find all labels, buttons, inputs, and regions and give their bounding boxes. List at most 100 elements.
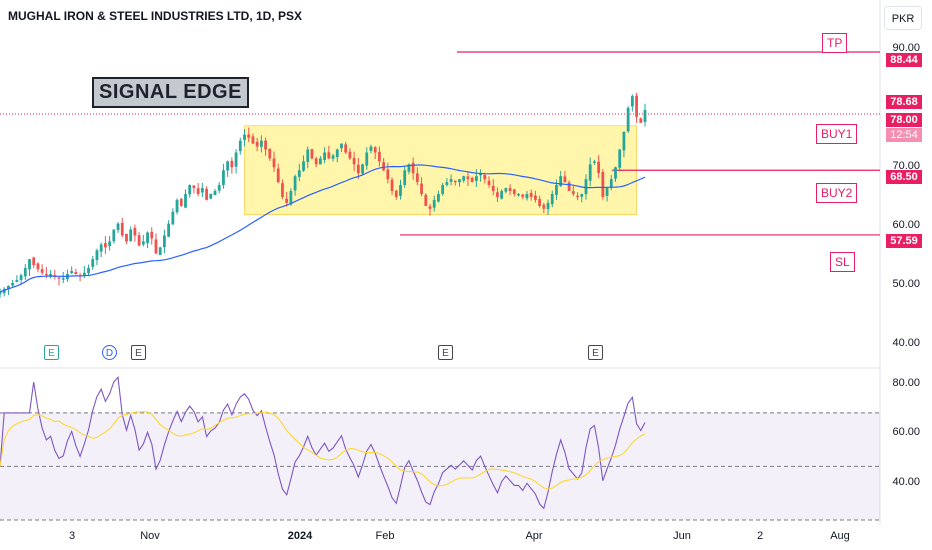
candle-body — [635, 95, 638, 117]
earnings-event-icon[interactable]: E — [588, 345, 603, 360]
rsi-y-tick: 40.00 — [892, 476, 920, 488]
candle-body — [521, 194, 525, 197]
candle-body — [264, 140, 267, 150]
rsi-line — [0, 376, 646, 510]
candle-body — [28, 259, 31, 270]
y-tick: 60.00 — [892, 219, 920, 231]
rsi-band-fill — [0, 412, 880, 520]
earnings-event-icon[interactable]: E — [438, 345, 453, 360]
candle-body — [382, 162, 386, 171]
candle-body — [297, 170, 301, 177]
buy2-label[interactable]: BUY2 — [816, 183, 858, 203]
tp-label[interactable]: TP — [822, 33, 848, 53]
candle-body — [146, 232, 149, 244]
candle-body — [179, 198, 183, 206]
y-tick: 50.00 — [892, 278, 920, 290]
candle-body — [559, 176, 563, 187]
candle-body — [293, 176, 297, 191]
candle-body — [310, 149, 314, 159]
candle-body — [49, 274, 52, 277]
candle-body — [276, 168, 280, 183]
candle-body — [462, 176, 466, 181]
candle-body — [272, 158, 276, 168]
candle-body — [32, 257, 36, 266]
candle-body — [91, 259, 95, 267]
candle-body — [356, 164, 360, 174]
candle-body — [369, 146, 373, 151]
candle-body — [251, 136, 255, 144]
x-tick: Nov — [140, 530, 160, 542]
candle-body — [335, 149, 339, 158]
candle-body — [268, 148, 272, 159]
candle-body — [571, 191, 575, 194]
candle-body — [167, 223, 171, 237]
candle-body — [605, 188, 609, 196]
candle-body — [222, 170, 225, 185]
buy1-label[interactable]: BUY1 — [816, 124, 858, 144]
dividend-event-icon[interactable]: D — [102, 345, 117, 360]
candle-body — [618, 149, 622, 168]
candle-body — [238, 140, 242, 152]
candle-body — [365, 152, 369, 166]
candle-body — [496, 192, 499, 197]
candle-body — [103, 243, 107, 248]
candle-body — [255, 141, 259, 147]
candle-body — [437, 193, 440, 202]
chart-title: MUGHAL IRON & STEEL INDUSTRIES LTD, 1D, … — [8, 9, 303, 23]
rsi-y-tick: 60.00 — [892, 426, 920, 438]
candle-body — [508, 188, 512, 192]
candle-body — [445, 182, 449, 186]
moving-average-line — [0, 164, 646, 293]
candle-body — [504, 188, 508, 192]
candle-body — [525, 193, 529, 199]
candle-body — [133, 227, 137, 236]
candle-body — [584, 179, 588, 195]
candle-body — [11, 282, 15, 286]
candle-body — [74, 272, 78, 275]
candle-body — [36, 263, 40, 270]
candle-body — [500, 191, 504, 199]
candle-body — [453, 180, 457, 183]
candle-body — [40, 269, 44, 273]
candle-body — [626, 108, 630, 132]
candle-body — [399, 185, 402, 196]
candle-body — [302, 161, 305, 171]
candle-body — [57, 277, 61, 279]
candle-body — [420, 183, 423, 194]
candle-body — [550, 193, 554, 205]
candle-body — [348, 151, 352, 159]
candle-body — [487, 180, 491, 186]
buy1-price-tag: 78.00 — [886, 113, 922, 127]
candle-body — [108, 241, 112, 247]
x-tick: Jun — [673, 530, 691, 542]
candle-body — [576, 195, 579, 197]
candle-body — [61, 278, 65, 280]
candle-body — [373, 147, 377, 153]
candle-body — [424, 194, 428, 206]
last-price-tag: 78.68 — [886, 95, 922, 109]
earnings-event-icon[interactable]: E — [44, 345, 59, 360]
candle-body — [129, 229, 133, 242]
candle-body — [82, 272, 86, 276]
candle-body — [344, 144, 348, 153]
candle-body — [217, 185, 221, 191]
tp-price-tag: 88.44 — [886, 53, 922, 67]
candle-body — [352, 157, 356, 165]
earnings-event-icon[interactable]: E — [131, 345, 146, 360]
candle-body — [538, 199, 542, 206]
rsi-ma-line — [0, 411, 646, 490]
candle-body — [285, 198, 289, 203]
candle-body — [192, 185, 196, 189]
currency-button[interactable]: PKR — [884, 6, 922, 30]
sl-price-tag: 57.59 — [886, 234, 922, 248]
candle-body — [327, 152, 331, 159]
candle-body — [7, 285, 10, 289]
candle-body — [331, 155, 335, 159]
candle-body — [23, 268, 27, 277]
y-tick: 70.00 — [892, 160, 920, 172]
candle-body — [386, 169, 390, 180]
sl-label[interactable]: SL — [830, 252, 855, 272]
candle-body — [403, 170, 407, 185]
